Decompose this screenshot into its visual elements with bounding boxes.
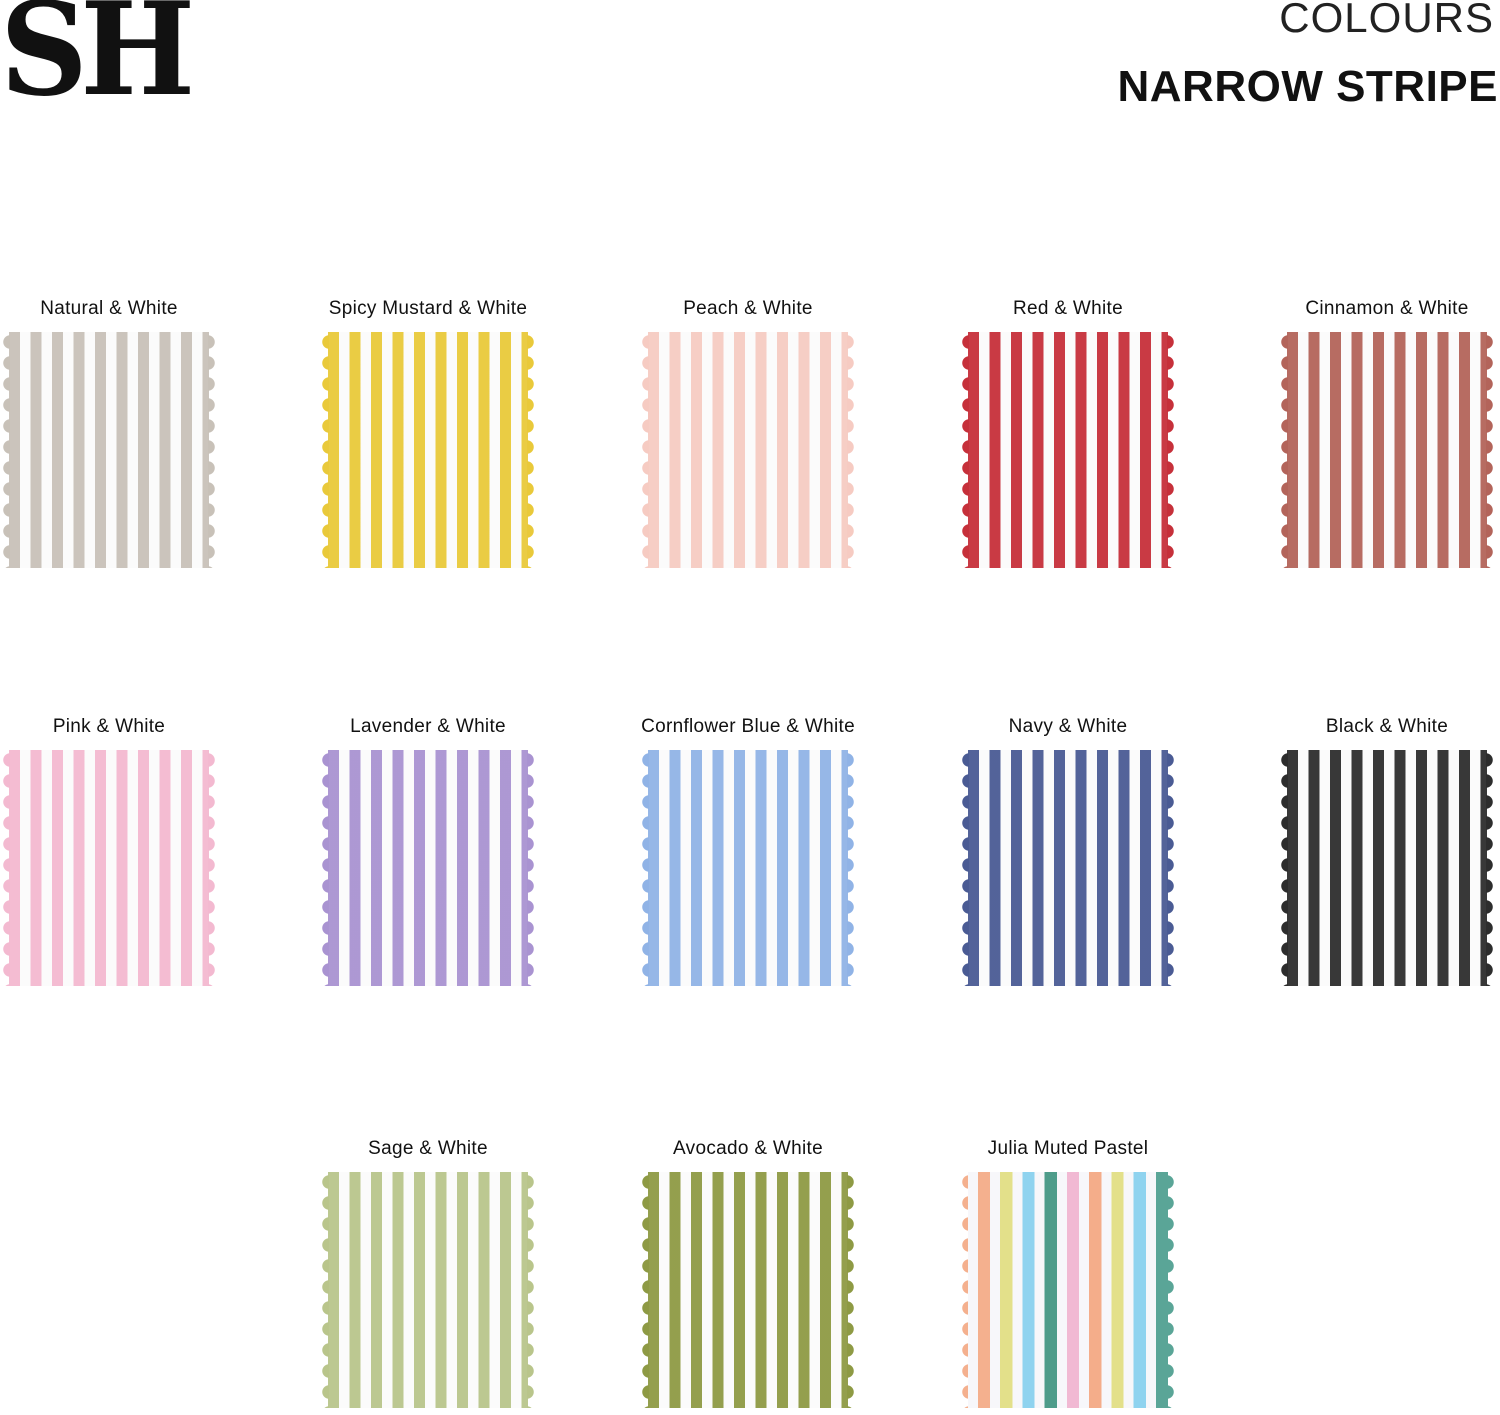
swatch-card[interactable]: Avocado & White	[598, 1136, 898, 1408]
scallop-edge-left	[640, 750, 649, 986]
swatch-julia-muted-pastel	[960, 1172, 1176, 1408]
swatch-card[interactable]: Cinnamon & White	[1237, 296, 1500, 568]
stripe-fabric	[328, 1172, 528, 1408]
scallop-edge-right	[527, 750, 536, 986]
swatch-label: Cornflower Blue & White	[641, 716, 855, 737]
stripe-fabric	[328, 332, 528, 568]
scallop-edge-right	[847, 332, 856, 568]
stripe-fabric	[968, 750, 1168, 986]
swatch-peach-white	[640, 332, 856, 568]
scallop-edge-left	[320, 750, 329, 986]
scallop-edge-right	[208, 750, 217, 986]
swatch-cinnamon-white	[1279, 332, 1495, 568]
scallop-edge-left	[960, 750, 969, 986]
scallop-edge-right	[1486, 750, 1495, 986]
swatch-card[interactable]: Lavender & White	[278, 714, 578, 986]
swatch-label: Natural & White	[40, 298, 178, 319]
scallop-edge-right	[847, 750, 856, 986]
swatch-label: Spicy Mustard & White	[328, 298, 528, 319]
scallop-edge-left	[1, 750, 10, 986]
swatch-pink-white	[1, 750, 217, 986]
scallop-edge-left	[1, 332, 10, 568]
scallop-edge-right	[527, 1172, 536, 1408]
brand-logo: SH	[0, 0, 195, 125]
swatch-card[interactable]: Cornflower Blue & White	[598, 714, 898, 986]
scallop-edge-left	[320, 332, 329, 568]
swatch-navy-white	[960, 750, 1176, 986]
swatch-card[interactable]: Black & White	[1237, 714, 1500, 986]
swatch-label: Navy & White	[1008, 716, 1128, 737]
swatch-cornflower-blue-white	[640, 750, 856, 986]
swatch-spicy-mustard-white	[320, 332, 536, 568]
swatch-avocado-white	[640, 1172, 856, 1408]
stripe-fabric	[648, 332, 848, 568]
stripe-fabric	[9, 750, 209, 986]
scallop-edge-left	[640, 1172, 649, 1408]
swatch-label: Sage & White	[368, 1138, 488, 1159]
swatch-sage-white	[320, 1172, 536, 1408]
swatch-black-white	[1279, 750, 1495, 986]
scallop-edge-right	[847, 1172, 856, 1408]
swatch-label: Pink & White	[52, 716, 166, 737]
scallop-edge-right	[208, 332, 217, 568]
stripe-fabric	[968, 1172, 1168, 1408]
scallop-edge-left	[1279, 332, 1288, 568]
scallop-edge-right	[1167, 332, 1176, 568]
swatch-label: Avocado & White	[673, 1138, 823, 1159]
section-kicker: COLOURS	[1279, 0, 1494, 41]
stripe-fabric	[968, 332, 1168, 568]
swatch-natural-white	[1, 332, 217, 568]
swatch-label: Peach & White	[683, 298, 813, 319]
scallop-edge-right	[1167, 1172, 1176, 1408]
swatch-card[interactable]: Navy & White	[918, 714, 1218, 986]
scallop-edge-left	[960, 332, 969, 568]
swatch-card[interactable]: Red & White	[918, 296, 1218, 568]
stripe-fabric	[1287, 750, 1487, 986]
swatch-card[interactable]: Spicy Mustard & White	[278, 296, 578, 568]
stripe-fabric	[9, 332, 209, 568]
stripe-fabric	[648, 1172, 848, 1408]
swatch-card[interactable]: Natural & White	[0, 296, 259, 568]
swatch-red-white	[960, 332, 1176, 568]
swatch-label: Julia Muted Pastel	[987, 1138, 1149, 1159]
stripe-fabric	[648, 750, 848, 986]
page-title: NARROW STRIPE	[1117, 62, 1498, 111]
scallop-edge-left	[1279, 750, 1288, 986]
scallop-edge-left	[640, 332, 649, 568]
swatch-label: Red & White	[1013, 298, 1123, 319]
swatch-label: Lavender & White	[350, 716, 506, 737]
swatch-card[interactable]: Julia Muted Pastel	[918, 1136, 1218, 1408]
scallop-edge-right	[1486, 332, 1495, 568]
swatch-label: Black & White	[1325, 716, 1449, 737]
scallop-edge-left	[960, 1172, 969, 1408]
swatch-card[interactable]: Sage & White	[278, 1136, 578, 1408]
scallop-edge-left	[320, 1172, 329, 1408]
scallop-edge-right	[527, 332, 536, 568]
stripe-fabric	[328, 750, 528, 986]
swatch-card[interactable]: Peach & White	[598, 296, 898, 568]
swatch-label: Cinnamon & White	[1305, 298, 1469, 319]
scallop-edge-right	[1167, 750, 1176, 986]
stripe-fabric	[1287, 332, 1487, 568]
swatch-card[interactable]: Pink & White	[0, 714, 259, 986]
swatch-lavender-white	[320, 750, 536, 986]
